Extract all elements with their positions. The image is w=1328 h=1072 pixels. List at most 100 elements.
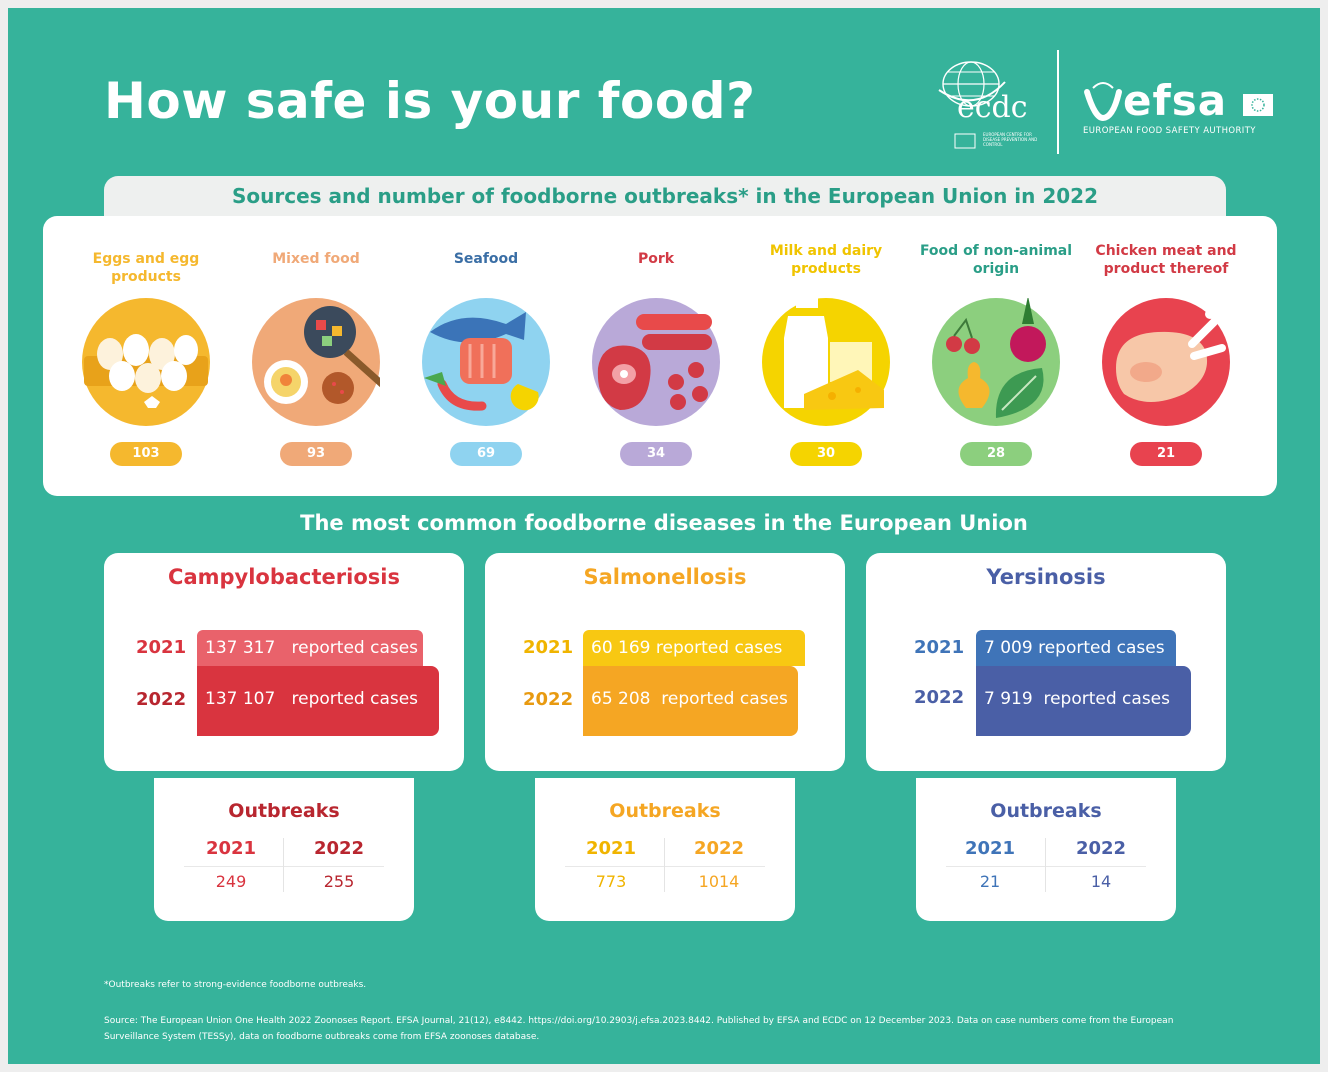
outbreaks-label: Outbreaks bbox=[609, 800, 721, 822]
disease-card-campylobacteriosis: Campylobacteriosis 2021 137 317 reported… bbox=[104, 553, 464, 771]
cases-value: 65 208 bbox=[591, 689, 651, 709]
sources-panel: Eggs and egg products 103 Mixed food bbox=[43, 216, 1277, 496]
cases-bar: 137 107 reported cases bbox=[197, 666, 439, 736]
cases-unit: reported cases bbox=[1038, 638, 1165, 658]
source-label: Eggs and egg products bbox=[92, 251, 200, 285]
divider bbox=[283, 838, 284, 892]
outbreak-value: 14 bbox=[1090, 872, 1112, 891]
outbreak-value: 21 bbox=[979, 872, 1001, 891]
outbreaks-card-yersinosis: Outbreaks 2021 2022 21 14 bbox=[916, 778, 1176, 921]
case-year: 2022 bbox=[523, 689, 574, 710]
source-label: Milk and dairy products bbox=[769, 243, 883, 277]
outbreak-year: 2022 bbox=[313, 838, 365, 859]
case-year: 2022 bbox=[914, 687, 965, 708]
infographic: How safe is your food? ecdc EUROPEAN CEN… bbox=[8, 8, 1320, 1064]
efsa-logo-subtext: EUROPEAN FOOD SAFETY AUTHORITY bbox=[1083, 126, 1256, 136]
outbreak-value: 255 bbox=[323, 872, 355, 891]
pork-icon bbox=[592, 298, 720, 426]
disease-name: Yersinosis bbox=[986, 565, 1106, 589]
divider bbox=[664, 838, 665, 892]
milk-dairy-icon bbox=[762, 298, 890, 426]
outbreak-year: 2022 bbox=[1075, 838, 1127, 859]
source-label: Seafood bbox=[453, 251, 519, 267]
cases-value: 7 009 bbox=[984, 638, 1033, 658]
outbreaks-label: Outbreaks bbox=[990, 800, 1102, 822]
outbreaks-card-campylobacteriosis: Outbreaks 2021 2022 249 255 bbox=[154, 778, 414, 921]
cases-value: 60 169 bbox=[591, 638, 651, 658]
outbreaks-card-salmonellosis: Outbreaks 2021 2022 773 1014 bbox=[535, 778, 795, 921]
cases-value: 137 107 bbox=[205, 689, 276, 709]
cases-bar: 65 208 reported cases bbox=[583, 666, 798, 736]
outbreak-count-badge: 21 bbox=[1130, 442, 1202, 466]
cases-unit: reported cases bbox=[661, 689, 788, 709]
cases-bar: 7 009 reported cases bbox=[976, 630, 1176, 666]
outbreak-value: 773 bbox=[595, 872, 627, 891]
cases-unit: reported cases bbox=[291, 689, 419, 709]
cases-unit: reported cases bbox=[1043, 689, 1170, 709]
ecdc-logo-subtext: EUROPEAN CENTRE FOR DISEASE PREVENTION A… bbox=[983, 132, 1038, 147]
source-pork: Pork 34 bbox=[571, 216, 741, 496]
cases-unit: reported cases bbox=[655, 638, 783, 658]
source-milk-dairy: Milk and dairy products 30 bbox=[741, 216, 911, 496]
sources-title: Sources and number of foodborne outbreak… bbox=[231, 184, 1099, 208]
disease-name: Salmonellosis bbox=[583, 565, 747, 589]
logos: ecdc EUROPEAN CENTRE FOR DISEASE PREVENT… bbox=[933, 48, 1273, 166]
outbreak-value: 249 bbox=[215, 872, 247, 891]
outbreak-value: 1014 bbox=[698, 872, 740, 891]
divider bbox=[565, 866, 765, 867]
source-label: Mixed food bbox=[272, 251, 360, 267]
outbreak-count-badge: 93 bbox=[280, 442, 352, 466]
ecdc-logo-text: ecdc bbox=[957, 90, 1028, 125]
outbreak-year: 2021 bbox=[964, 838, 1016, 859]
efsa-logo: efsa EUROPEAN FOOD SAFETY AUTHORITY bbox=[1083, 76, 1273, 146]
divider bbox=[1045, 838, 1046, 892]
disease-card-salmonellosis: Salmonellosis 2021 60 169 reported cases… bbox=[485, 553, 845, 771]
case-year: 2021 bbox=[523, 637, 574, 658]
source-label: Pork bbox=[637, 251, 675, 267]
cases-bar: 137 317 reported cases bbox=[197, 630, 423, 666]
efsa-logo-text: efsa bbox=[1123, 76, 1228, 125]
outbreak-count-badge: 69 bbox=[450, 442, 522, 466]
source-non-animal: Food of non-animal origin 28 bbox=[911, 216, 1081, 496]
mixed-food-icon bbox=[252, 298, 380, 426]
disease-name: Campylobacteriosis bbox=[168, 565, 400, 589]
divider bbox=[946, 866, 1146, 867]
source-seafood: Seafood 69 bbox=[401, 216, 571, 496]
cases-bar: 7 919 reported cases bbox=[976, 666, 1191, 736]
source-label: Chicken meat and product thereof bbox=[1095, 243, 1237, 277]
footnote: *Outbreaks refer to strong-evidence food… bbox=[104, 980, 367, 990]
source-mixed-food: Mixed food 93 bbox=[231, 216, 401, 496]
eu-flag-icon bbox=[1243, 94, 1273, 116]
outbreak-count-badge: 30 bbox=[790, 442, 862, 466]
source-citation: Source: The European Union One Health 20… bbox=[104, 1016, 1174, 1042]
ecdc-logo: ecdc EUROPEAN CENTRE FOR DISEASE PREVENT… bbox=[935, 54, 1053, 154]
cases-bar: 60 169 reported cases bbox=[583, 630, 805, 666]
seafood-icon bbox=[422, 298, 550, 426]
source-chicken: Chicken meat and product thereof 21 bbox=[1081, 216, 1251, 496]
page-title: How safe is your food? bbox=[104, 72, 756, 130]
cases-unit: reported cases bbox=[291, 638, 419, 658]
outbreak-year: 2021 bbox=[205, 838, 257, 859]
disease-card-yersinosis: Yersinosis 2021 7 009 reported cases 202… bbox=[866, 553, 1226, 771]
cases-value: 137 317 bbox=[205, 638, 276, 658]
eggs-icon bbox=[82, 298, 210, 426]
efsa-emblem-icon bbox=[1084, 82, 1122, 122]
logo-divider bbox=[1057, 50, 1059, 154]
outbreak-year: 2022 bbox=[693, 838, 745, 859]
diseases-title: The most common foodborne diseases in th… bbox=[300, 511, 1028, 535]
outbreak-count-badge: 103 bbox=[110, 442, 182, 466]
source-label: Food of non-animal origin bbox=[919, 243, 1073, 277]
outbreak-count-badge: 34 bbox=[620, 442, 692, 466]
outbreak-year: 2021 bbox=[585, 838, 637, 859]
divider bbox=[184, 866, 384, 867]
vegetables-icon bbox=[932, 298, 1060, 426]
cases-value: 7 919 bbox=[984, 689, 1033, 709]
outbreak-count-badge: 28 bbox=[960, 442, 1032, 466]
outbreaks-label: Outbreaks bbox=[228, 800, 340, 822]
case-year: 2022 bbox=[136, 689, 187, 710]
chicken-icon bbox=[1102, 298, 1230, 426]
case-year: 2021 bbox=[136, 637, 187, 658]
case-year: 2021 bbox=[914, 637, 965, 658]
source-eggs: Eggs and egg products 103 bbox=[61, 216, 231, 496]
globe-icon bbox=[938, 61, 1006, 149]
